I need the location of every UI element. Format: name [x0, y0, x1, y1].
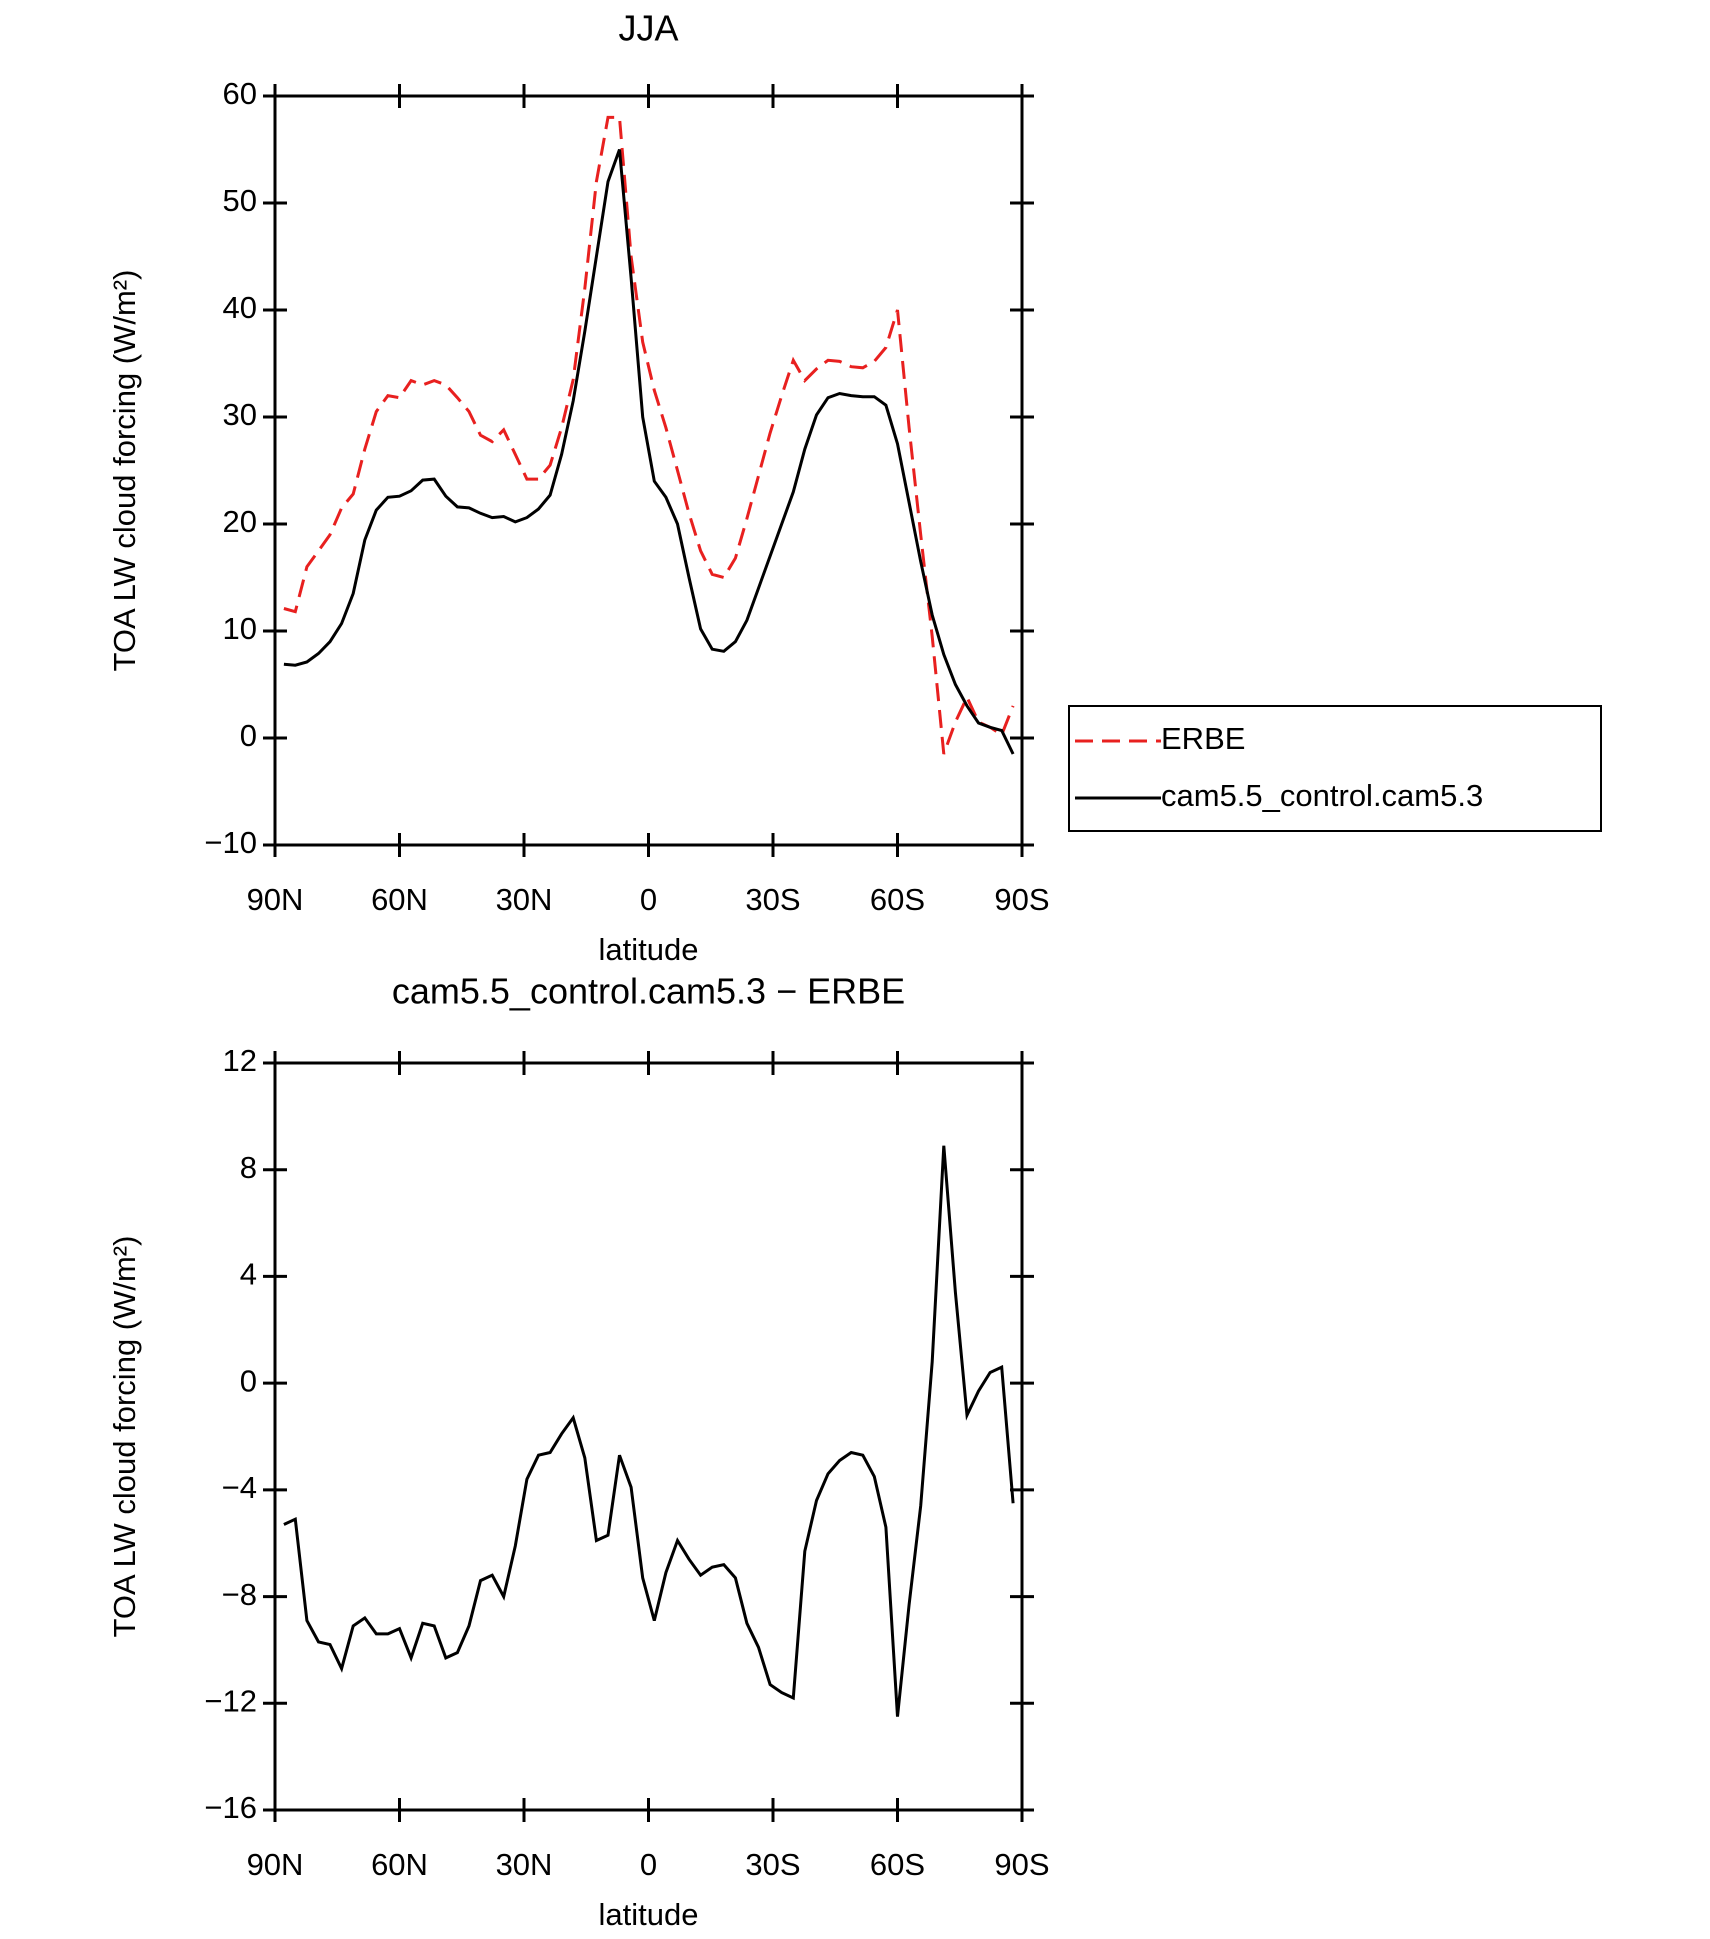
y-tick-label: 40 — [223, 290, 257, 325]
y-axis-label: TOA LW cloud forcing (W/m²) — [107, 270, 142, 672]
x-tick-label: 90N — [247, 1847, 304, 1882]
y-tick-label: 4 — [240, 1257, 257, 1292]
x-tick-label: 30S — [745, 882, 800, 917]
data-line — [283, 148, 1015, 755]
y-tick-label: −16 — [204, 1790, 257, 1825]
x-tick-label: 0 — [640, 1847, 657, 1882]
y-tick-label: 0 — [240, 1363, 257, 1398]
x-tick-label: 90S — [994, 1847, 1049, 1882]
x-tick-label: 30N — [496, 1847, 553, 1882]
y-tick-label: 12 — [223, 1043, 257, 1078]
y-tick-label: −8 — [222, 1577, 257, 1612]
plot-frame — [273, 1061, 1024, 1812]
x-tick-label: 0 — [640, 882, 657, 917]
legend-label: ERBE — [1161, 721, 1245, 756]
chart-title: cam5.5_control.cam5.3 − ERBE — [392, 971, 905, 1012]
x-tick-label: 30N — [496, 882, 553, 917]
x-tick-label: 90S — [994, 882, 1049, 917]
x-tick-label: 30S — [745, 1847, 800, 1882]
y-axis-label: TOA LW cloud forcing (W/m²) — [107, 1236, 142, 1638]
x-tick-label: 60S — [870, 1847, 925, 1882]
x-tick-label: 90N — [247, 882, 304, 917]
y-tick-label: −12 — [204, 1683, 257, 1718]
x-axis-label: latitude — [599, 1897, 699, 1932]
y-tick-label: −4 — [222, 1470, 257, 1505]
y-tick-label: 50 — [223, 183, 257, 218]
chart-title: JJA — [618, 8, 678, 49]
data-line — [283, 1145, 1015, 1717]
y-tick-label: 30 — [223, 397, 257, 432]
x-axis-label: latitude — [599, 932, 699, 967]
legend-label: cam5.5_control.cam5.3 — [1161, 778, 1483, 813]
y-tick-label: 0 — [240, 718, 257, 753]
data-line — [283, 115, 1015, 755]
x-tick-label: 60N — [371, 882, 428, 917]
legend-box — [1068, 705, 1602, 832]
y-tick-label: 20 — [223, 504, 257, 539]
x-tick-label: 60S — [870, 882, 925, 917]
y-tick-label: 8 — [240, 1150, 257, 1185]
y-tick-label: 60 — [223, 76, 257, 111]
plot-frame — [273, 94, 1024, 847]
y-tick-label: 10 — [223, 611, 257, 646]
x-tick-label: 60N — [371, 1847, 428, 1882]
y-tick-label: −10 — [204, 825, 257, 860]
